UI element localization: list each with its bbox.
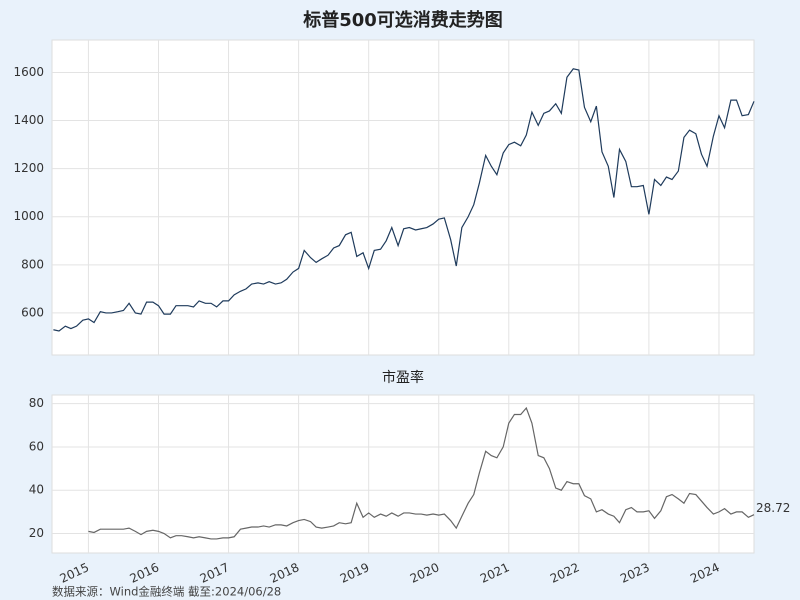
line bbox=[53, 68, 755, 332]
source-note: 数据来源：Wind金融终端 截至:2024/06/28 bbox=[52, 585, 281, 599]
y-tick-label: 40 bbox=[29, 483, 44, 497]
y-tick-label: 80 bbox=[29, 396, 44, 410]
plot-area bbox=[51, 394, 755, 554]
y-tick-label: 1600 bbox=[13, 65, 44, 79]
y-tick-label: 20 bbox=[29, 526, 44, 540]
line bbox=[88, 406, 755, 540]
end-value-label: 28.72 bbox=[756, 501, 790, 515]
y-tick-label: 1000 bbox=[13, 209, 44, 223]
y-tick-label: 1200 bbox=[13, 161, 44, 175]
y-tick-label: 800 bbox=[21, 257, 44, 271]
y-tick-label: 600 bbox=[21, 305, 44, 319]
subplot-title: 市盈率 bbox=[382, 369, 424, 386]
y-tick-label: 1400 bbox=[13, 113, 44, 127]
y-tick-label: 60 bbox=[29, 439, 44, 453]
plot-area bbox=[51, 39, 755, 356]
chart-title: 标普500可选消费走势图 bbox=[302, 9, 503, 31]
